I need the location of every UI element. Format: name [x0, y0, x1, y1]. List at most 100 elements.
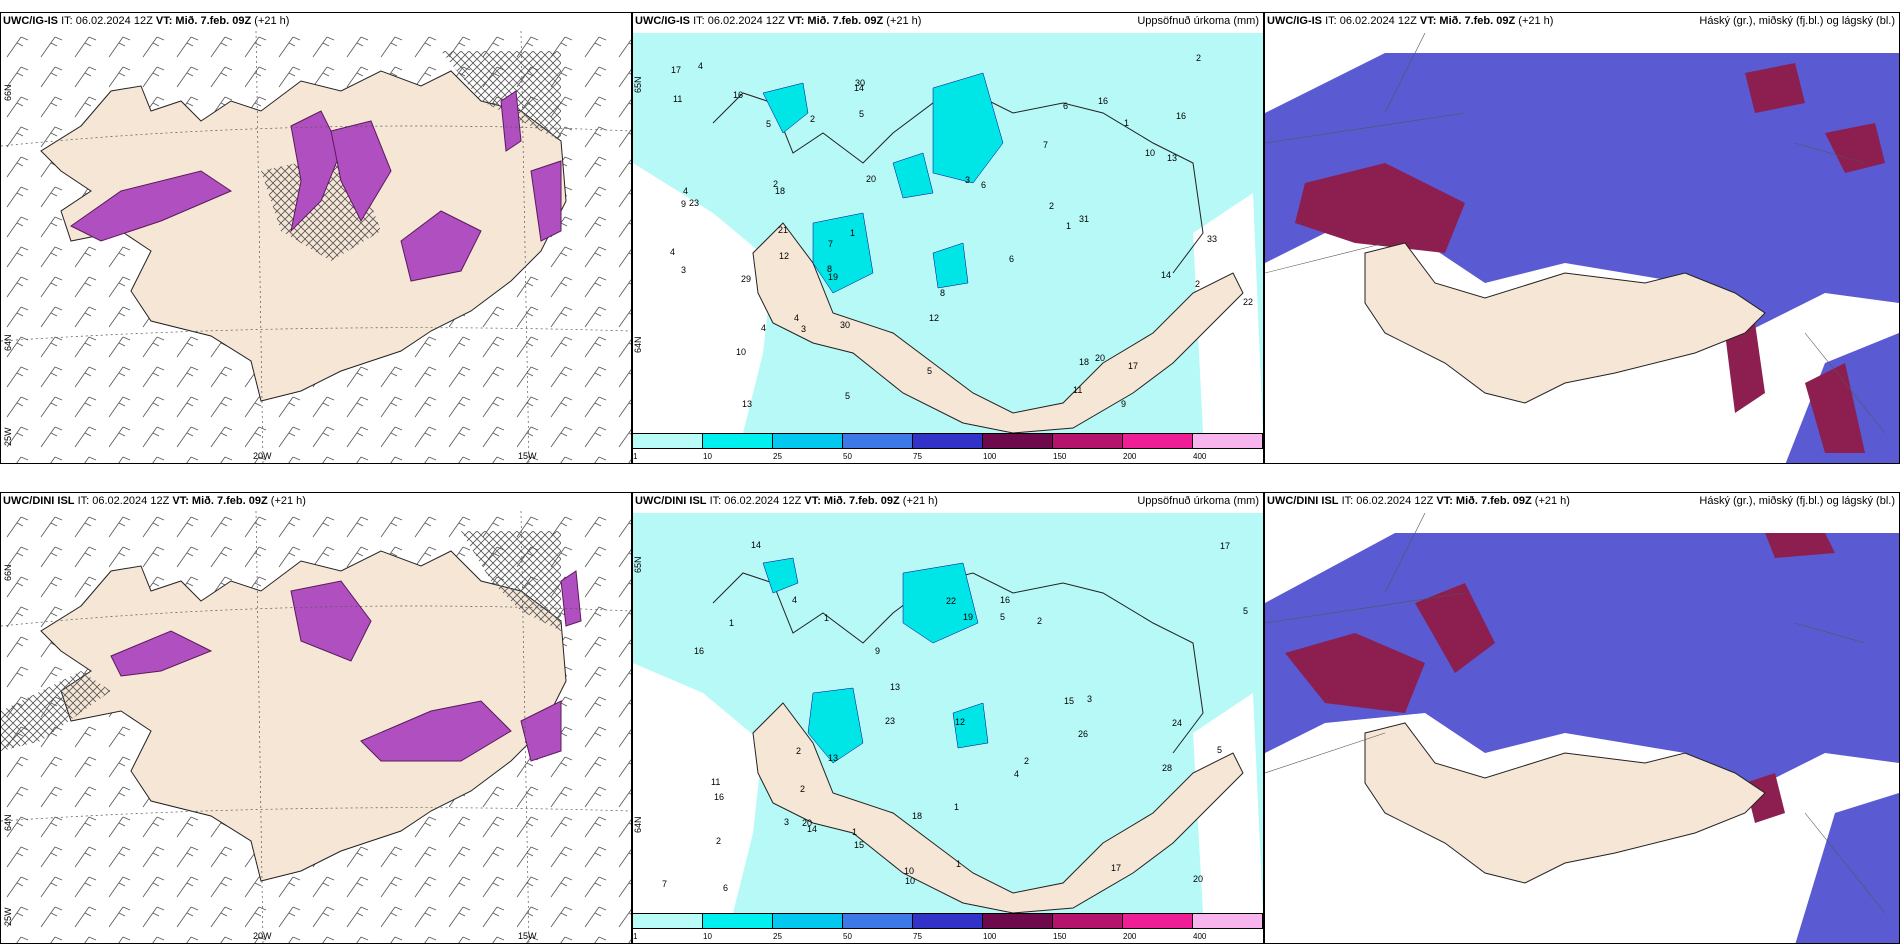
wind-map: 66N 64N 25W 20W 15W [1, 511, 631, 943]
precip-value: 23 [689, 198, 699, 208]
precip-value: 4 [670, 247, 675, 257]
precip-value: 30 [855, 78, 865, 88]
lon-label: 25W [3, 427, 13, 446]
colorbar-tick: 75 [913, 452, 922, 461]
precip-value: 11 [673, 94, 682, 104]
precip-value: 7 [1043, 140, 1048, 150]
high-cloud [1285, 533, 1835, 823]
precip-value: 20 [1095, 353, 1105, 363]
panel-header: UWC/IG-IS IT: 06.02.2024 12Z VT: Mið. 7.… [1267, 15, 1895, 27]
colorbar-swatch [913, 433, 983, 449]
panel-clouds-bottom: UWC/DINI ISL IT: 06.02.2024 12Z VT: Mið.… [1264, 492, 1900, 944]
iceland-land [752, 702, 1244, 913]
precip-value: 21 [778, 225, 788, 235]
colorbar-swatch [633, 433, 703, 449]
precip-value: 20 [1193, 874, 1203, 884]
wind-map: 66N 64N 25W 20W 15W [1, 31, 631, 463]
precip-value: 5 [1217, 745, 1222, 755]
precip-value: 14 [751, 540, 761, 550]
iceland-land [1364, 722, 1766, 884]
precip-value: 14 [854, 83, 864, 93]
colorbar-tick: 400 [1193, 932, 1207, 941]
precip-value: 16 [1098, 96, 1108, 106]
colorbar-tick: 10 [703, 452, 712, 461]
precip-value: 4 [792, 595, 797, 605]
precip-value: 26 [1078, 729, 1088, 739]
colorbar-swatch [1123, 913, 1193, 929]
cloud-map [1265, 33, 1899, 463]
precip-value: 2 [800, 784, 805, 794]
precip-value: 9 [681, 199, 686, 209]
precip-value: 3 [965, 175, 970, 185]
high-cloud [1295, 63, 1885, 453]
iceland-land [1364, 242, 1766, 404]
colorbar-swatch [773, 913, 843, 929]
colorbar-swatch [983, 433, 1053, 449]
precip-value: 16 [733, 90, 743, 100]
precip-value: 18 [1079, 357, 1089, 367]
precip-value: 13 [890, 682, 900, 692]
precip-value: 2 [1049, 201, 1054, 211]
snow-areas [110, 570, 582, 762]
precip-value: 10 [1145, 148, 1155, 158]
panel-header: UWC/DINI ISL IT: 06.02.2024 12Z VT: Mið.… [1267, 495, 1895, 507]
precip-value: 13 [1167, 153, 1177, 163]
precip-value: 5 [766, 119, 771, 129]
precip-value: 14 [807, 824, 817, 834]
precip-value: 6 [723, 883, 728, 893]
precip-value: 2 [716, 836, 721, 846]
precip-value: 2 [1024, 756, 1029, 766]
hatch-area [441, 51, 561, 141]
precip-value: 22 [946, 596, 956, 606]
precip-value: 6 [1063, 101, 1068, 111]
precip-value: 3 [784, 817, 789, 827]
colorbar-swatch [633, 913, 703, 929]
precip-value: 1 [824, 613, 829, 623]
colorbar-tick: 1 [633, 932, 638, 941]
mid-cloud [1265, 53, 1899, 333]
colorbar-tick: 10 [703, 932, 712, 941]
lat-label: 65N [633, 76, 643, 93]
precip-value: 3 [801, 324, 806, 334]
precip-value: 2 [773, 179, 778, 189]
colorbar-swatch [1193, 913, 1263, 929]
colorbar-tick: 100 [983, 932, 997, 941]
precip-value: 17 [671, 65, 681, 75]
precip-value: 23 [885, 716, 895, 726]
colorbar-tick: 75 [913, 932, 922, 941]
precip-value: 5 [927, 366, 932, 376]
colorbar-swatch [913, 913, 983, 929]
lat-label: 66N [3, 84, 13, 101]
precip-value: 11 [711, 777, 720, 787]
colorbar-tick: 100 [983, 452, 997, 461]
precip-value: 1 [852, 827, 857, 837]
snow-areas [70, 90, 562, 282]
precip-value: 2 [1037, 616, 1042, 626]
precip-value: 4 [761, 323, 766, 333]
precip-value: 16 [714, 792, 724, 802]
lon-label: 15W [518, 931, 537, 941]
panel-wind-top: UWC/IG-IS IT: 06.02.2024 12Z VT: Mið. 7.… [0, 12, 632, 464]
precip-value: 30 [840, 320, 850, 330]
precip-value: 4 [683, 186, 688, 196]
panel-header: UWC/IG-IS IT: 06.02.2024 12Z VT: Mið. 7.… [3, 15, 290, 27]
precip-value: 4 [794, 313, 799, 323]
colorbar-swatch [843, 913, 913, 929]
precip-value: 3 [681, 265, 686, 275]
precip-value: 2 [1195, 279, 1200, 289]
precip-value: 11 [1073, 385, 1082, 395]
colorbar-swatch [843, 433, 913, 449]
precip-value: 17 [1220, 541, 1230, 551]
precip-value: 13 [828, 753, 838, 763]
precip-value: 17 [1128, 361, 1138, 371]
cloud-map [1265, 513, 1899, 943]
panel-precip-top: UWC/IG-IS IT: 06.02.2024 12Z VT: Mið. 7.… [632, 12, 1264, 464]
colorbar: 1 10 25 50 75 100 150 200 400 [633, 913, 1263, 943]
colorbar-swatch [1123, 433, 1193, 449]
panel-header: UWC/IG-IS IT: 06.02.2024 12Z VT: Mið. 7.… [635, 15, 1259, 27]
precip-value: 19 [828, 272, 838, 282]
precip-value: 5 [1000, 612, 1005, 622]
lon-label: 15W [518, 451, 537, 461]
lon-label: 20W [253, 931, 272, 941]
